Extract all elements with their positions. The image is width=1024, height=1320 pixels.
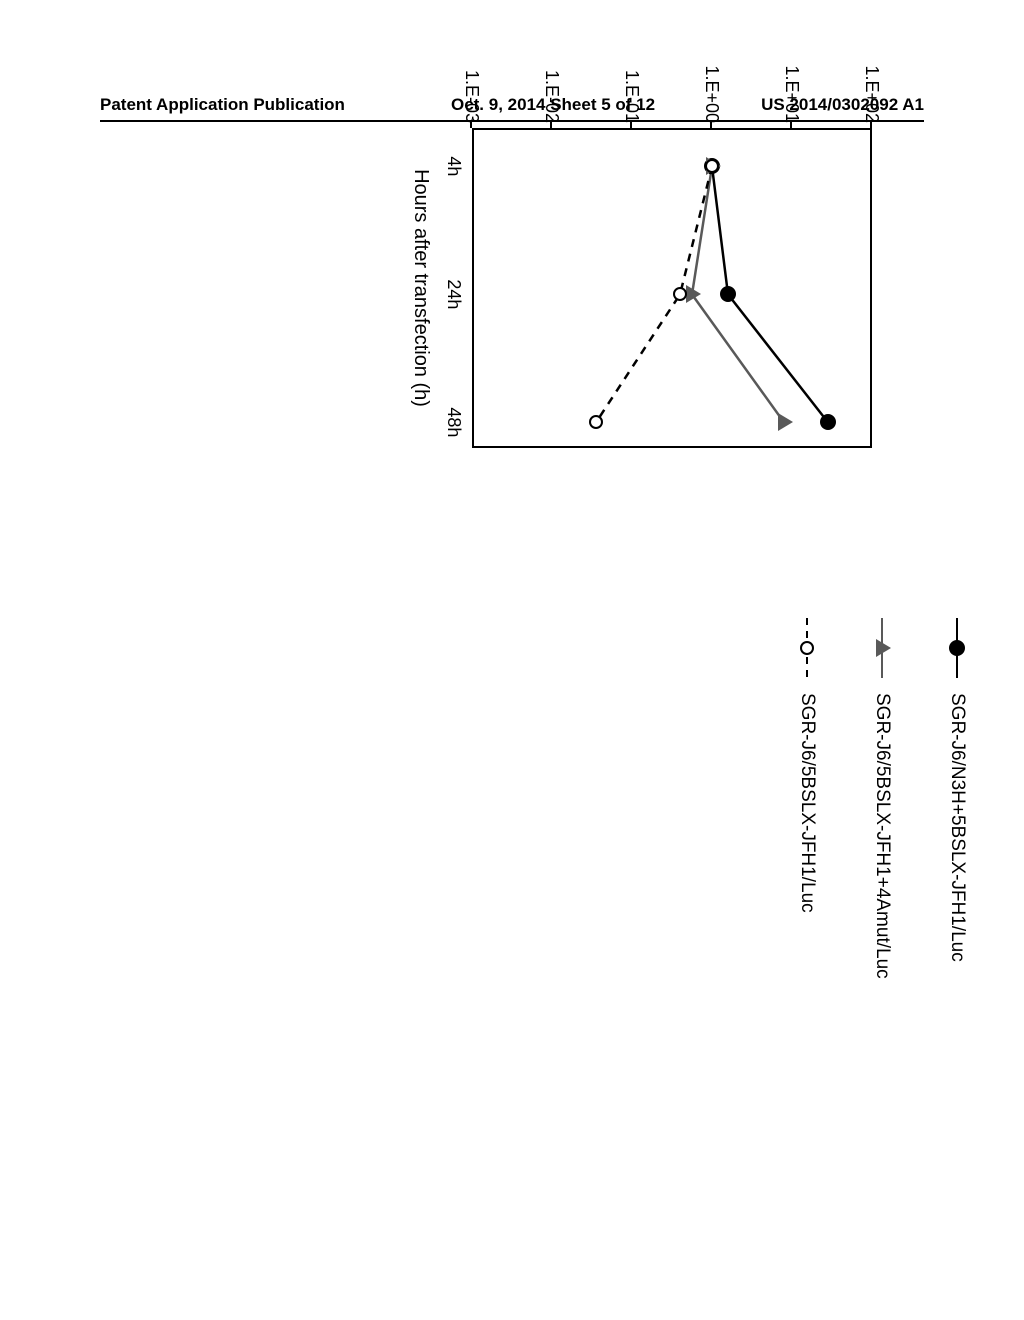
data-point xyxy=(720,286,736,302)
x-tick-label: 4h xyxy=(443,156,464,176)
header-left: Patent Application Publication xyxy=(100,95,345,115)
x-tick-label: 24h xyxy=(443,279,464,309)
y-tick-label: 1.E+00 xyxy=(701,58,722,123)
data-point xyxy=(589,415,603,429)
y-tick-mark xyxy=(630,121,632,128)
x-tick-label: 48h xyxy=(443,407,464,437)
legend-line-icon xyxy=(956,618,958,678)
legend-marker-icon xyxy=(800,641,814,655)
data-point xyxy=(820,414,836,430)
legend-item: SGR-J6/5BSLX-JFH1+4Amut/Luc xyxy=(867,618,897,979)
legend-item: SGR-J6/N3H+5BSLX-JFH1/Luc xyxy=(942,618,972,979)
plot-svg xyxy=(472,128,872,448)
y-tick-label: 1.E+01 xyxy=(781,58,802,123)
y-tick-label: 1.E-03 xyxy=(461,58,482,123)
series-line xyxy=(692,166,784,422)
legend-marker-icon xyxy=(876,639,888,657)
y-tick-label: 1.E-02 xyxy=(541,58,562,123)
y-tick-mark xyxy=(710,121,712,128)
legend: SGR-J6/N3H+5BSLX-JFH1/Luc SGR-J6/5BSLX-JF… xyxy=(747,618,972,979)
legend-label: SGR-J6/5BSLX-JFH1/Luc xyxy=(796,693,818,913)
plot-container: Relative luciferase activity (Increase r… xyxy=(432,28,912,548)
data-point xyxy=(778,413,790,431)
data-point xyxy=(705,159,719,173)
y-tick-mark xyxy=(870,121,872,128)
y-tick-label: 1.E+02 xyxy=(861,58,882,123)
legend-item: SGR-J6/5BSLX-JFH1/Luc xyxy=(792,618,822,979)
y-tick-mark xyxy=(470,121,472,128)
legend-line-icon xyxy=(881,618,883,678)
figure-container: Fig. 6 Relative luciferase activity (Inc… xyxy=(0,308,1024,1132)
legend-marker-icon xyxy=(949,640,965,656)
data-point xyxy=(673,287,687,301)
y-tick-mark xyxy=(550,121,552,128)
x-axis-label: Hours after transfection (h) xyxy=(409,128,432,448)
legend-label: SGR-J6/5BSLX-JFH1+4Amut/Luc xyxy=(871,693,893,979)
legend-label: SGR-J6/N3H+5BSLX-JFH1/Luc xyxy=(946,693,968,962)
legend-line-icon xyxy=(806,618,808,678)
y-tick-mark xyxy=(790,121,792,128)
y-tick-label: 1.E-01 xyxy=(621,58,642,123)
data-point xyxy=(686,285,698,303)
